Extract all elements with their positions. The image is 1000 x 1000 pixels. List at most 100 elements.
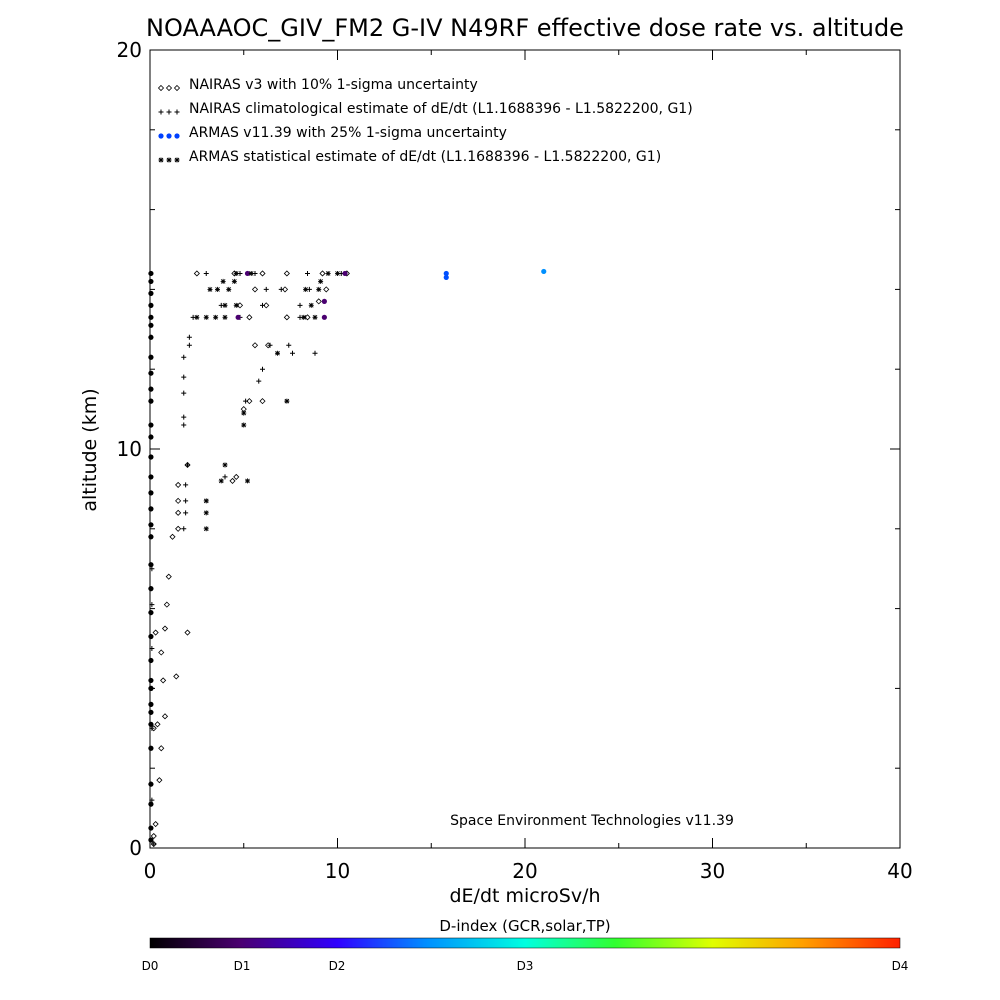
data-point-dot	[148, 314, 154, 320]
data-point-asterisk	[233, 302, 239, 308]
data-point-diamond	[229, 477, 236, 484]
data-point-plus	[183, 482, 189, 488]
data-point-diamond	[175, 509, 182, 516]
data-point-dot	[148, 825, 154, 831]
data-point-diamond	[246, 314, 253, 321]
data-point-dot	[148, 701, 154, 707]
data-point-asterisk	[312, 314, 318, 320]
colorbar-tick-label: D3	[517, 959, 534, 973]
data-point-asterisk	[233, 270, 239, 276]
data-point-diamond	[283, 314, 290, 321]
colorbar	[149, 937, 901, 949]
data-point-dot	[148, 422, 154, 428]
data-point-diamond	[152, 629, 159, 636]
data-point-asterisk	[335, 270, 340, 276]
data-point-asterisk	[203, 510, 209, 516]
data-point-plus	[181, 414, 187, 420]
data-point-dot	[443, 270, 449, 277]
data-point-dot	[148, 474, 154, 480]
data-point-dot	[148, 801, 154, 807]
x-axis-label: dE/dt microSv/h	[449, 885, 600, 907]
data-point-diamond	[169, 533, 176, 540]
data-point-asterisk	[245, 478, 250, 484]
data-point-asterisk	[220, 278, 226, 284]
legend-marker-asterisk	[174, 157, 180, 163]
legend-marker-dot	[174, 133, 180, 139]
data-point-dot	[148, 334, 154, 340]
x-tick-label: 10	[325, 859, 350, 883]
data-point-dot	[148, 677, 154, 684]
x-tick-label: 40	[887, 859, 912, 883]
data-point-asterisk	[248, 270, 254, 276]
data-point-diamond	[263, 302, 270, 309]
data-point-diamond	[175, 481, 182, 488]
legend-label: ARMAS v11.39 with 25% 1-sigma uncertaint…	[189, 125, 507, 141]
legend-marker-diamond	[165, 84, 173, 92]
colorbar-label: D-index (GCR,solar,TP)	[439, 917, 610, 935]
legend-label: NAIRAS v3 with 10% 1-sigma uncertainty	[189, 77, 478, 93]
data-point-diamond	[281, 286, 289, 293]
data-point-dot	[148, 302, 154, 308]
data-point-plus	[312, 350, 318, 356]
data-point-plus	[305, 270, 310, 276]
data-point-asterisk	[218, 478, 224, 484]
data-point-plus	[181, 374, 187, 380]
data-point-plus	[181, 422, 187, 428]
data-point-plus	[286, 342, 292, 348]
data-point-plus	[181, 390, 187, 396]
data-point-plus	[263, 286, 269, 292]
data-point-asterisk	[203, 526, 209, 532]
data-point-dot	[148, 609, 154, 616]
data-point-diamond	[158, 649, 165, 656]
data-point-plus	[256, 378, 262, 384]
y-tick-label: 20	[117, 38, 142, 62]
legend-marker-asterisk	[158, 157, 164, 163]
data-point-asterisk	[222, 314, 228, 320]
data-point-asterisk	[316, 286, 322, 292]
data-point-dot	[148, 386, 154, 392]
colorbar-tick-label: D1	[234, 959, 251, 973]
data-point-dot	[235, 314, 241, 320]
data-point-dot	[148, 278, 154, 285]
data-point-dot	[148, 586, 154, 592]
data-point-diamond	[259, 398, 266, 405]
data-marks	[148, 268, 547, 848]
data-point-asterisk	[213, 314, 219, 320]
legend-marker-diamond	[157, 84, 165, 92]
data-point-plus	[278, 286, 284, 292]
data-point-dot	[148, 721, 154, 727]
data-point-plus	[186, 334, 192, 340]
data-point-diamond	[236, 302, 244, 309]
y-tick-label: 10	[117, 437, 142, 461]
data-point-dot	[148, 562, 154, 568]
data-point-dot	[342, 270, 348, 277]
data-point-dot	[148, 745, 154, 751]
data-point-diamond	[251, 342, 259, 349]
data-point-diamond	[193, 270, 200, 277]
data-point-diamond	[319, 270, 326, 277]
data-point-dot	[148, 633, 154, 640]
data-point-asterisk	[301, 314, 307, 320]
data-point-plus	[290, 350, 295, 356]
data-point-diamond	[304, 314, 311, 321]
data-point-dot	[148, 709, 154, 715]
x-tick-label: 30	[700, 859, 725, 883]
data-point-asterisk	[275, 350, 280, 356]
data-point-diamond	[233, 473, 240, 480]
data-point-dot	[244, 270, 251, 277]
legend-marker-diamond	[173, 84, 181, 92]
data-point-dot	[148, 370, 154, 376]
data-point-asterisk	[203, 314, 209, 320]
x-tick-label: 0	[144, 859, 157, 883]
data-point-asterisk	[222, 302, 228, 308]
data-point-diamond	[259, 270, 266, 277]
data-point-dot	[148, 454, 154, 460]
data-point-dot	[148, 657, 154, 664]
data-point-plus	[183, 498, 189, 504]
data-point-asterisk	[241, 410, 247, 416]
data-point-diamond	[315, 298, 322, 305]
data-point-dot	[148, 354, 154, 360]
data-point-diamond	[184, 629, 191, 636]
data-point-dot	[148, 837, 154, 843]
